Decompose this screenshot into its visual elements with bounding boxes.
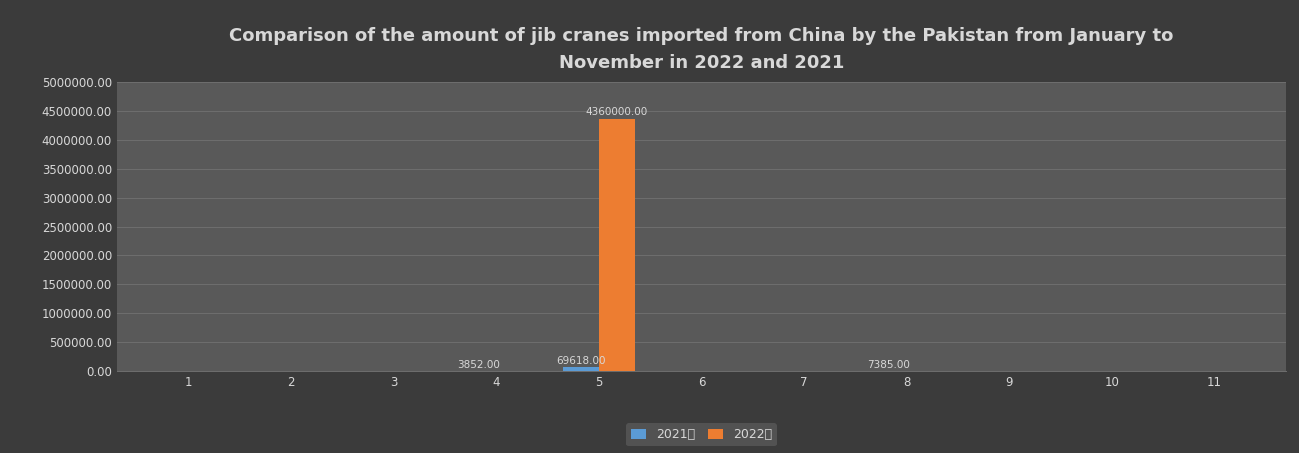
- Bar: [599, 119, 635, 371]
- Text: 4360000.00: 4360000.00: [586, 107, 648, 117]
- Text: 7385.00: 7385.00: [868, 360, 911, 370]
- Legend: 2021年, 2022年: 2021年, 2022年: [626, 424, 777, 446]
- Bar: [562, 367, 599, 371]
- Text: 69618.00: 69618.00: [556, 357, 605, 366]
- Title: Comparison of the amount of jib cranes imported from China by the Pakistan from : Comparison of the amount of jib cranes i…: [229, 27, 1174, 72]
- Text: 3852.00: 3852.00: [457, 360, 500, 370]
